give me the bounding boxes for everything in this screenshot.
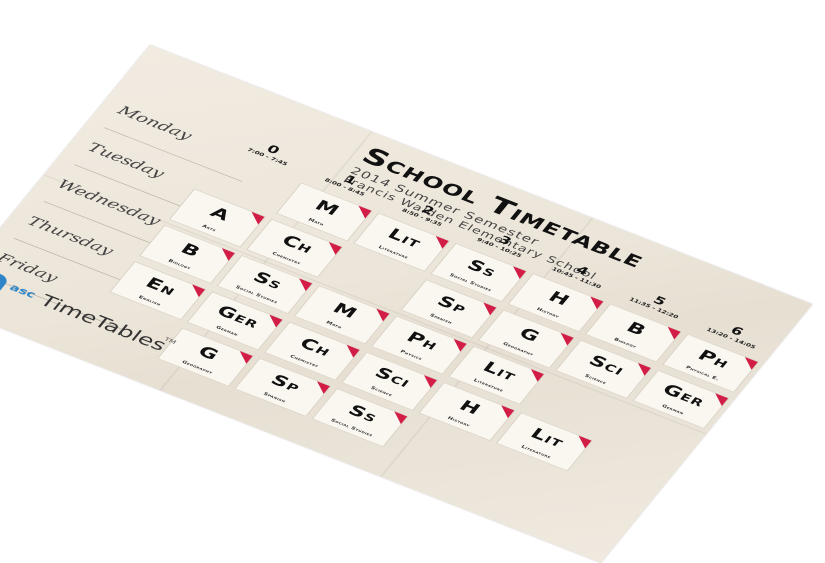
stage: School Timetable 2014 Summer Semester Fr… bbox=[0, 0, 825, 483]
lesson-cell: Lit Literature bbox=[495, 412, 593, 472]
poster-paper: School Timetable 2014 Summer Semester Fr… bbox=[0, 45, 813, 563]
timetable-poster: School Timetable 2014 Summer Semester Fr… bbox=[0, 45, 813, 563]
logo-asc: asc bbox=[6, 282, 39, 301]
